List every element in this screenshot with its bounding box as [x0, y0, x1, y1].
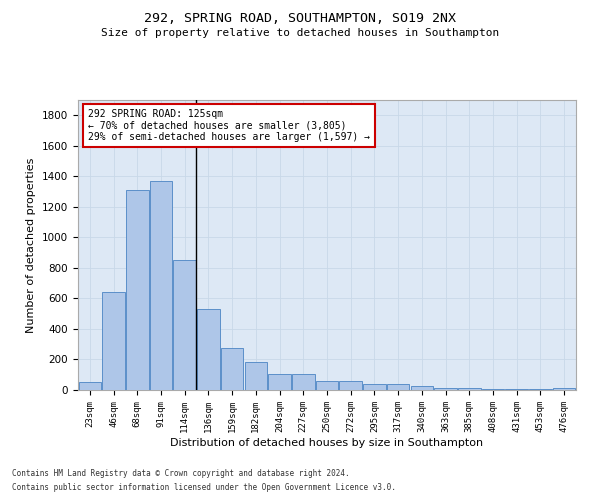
- Bar: [79, 382, 101, 390]
- Bar: [103, 292, 125, 390]
- Bar: [292, 374, 314, 390]
- Bar: [363, 384, 386, 390]
- Bar: [268, 374, 291, 390]
- Bar: [197, 309, 220, 390]
- Bar: [387, 384, 409, 390]
- Text: Contains public sector information licensed under the Open Government Licence v3: Contains public sector information licen…: [12, 484, 396, 492]
- Bar: [221, 348, 244, 390]
- X-axis label: Distribution of detached houses by size in Southampton: Distribution of detached houses by size …: [170, 438, 484, 448]
- Bar: [410, 386, 433, 390]
- Text: Size of property relative to detached houses in Southampton: Size of property relative to detached ho…: [101, 28, 499, 38]
- Bar: [529, 389, 551, 390]
- Text: Contains HM Land Registry data © Crown copyright and database right 2024.: Contains HM Land Registry data © Crown c…: [12, 468, 350, 477]
- Bar: [245, 362, 267, 390]
- Bar: [458, 388, 481, 390]
- Bar: [126, 190, 149, 390]
- Bar: [553, 388, 575, 390]
- Bar: [434, 388, 457, 390]
- Text: 292, SPRING ROAD, SOUTHAMPTON, SO19 2NX: 292, SPRING ROAD, SOUTHAMPTON, SO19 2NX: [144, 12, 456, 26]
- Bar: [340, 381, 362, 390]
- Text: 292 SPRING ROAD: 125sqm
← 70% of detached houses are smaller (3,805)
29% of semi: 292 SPRING ROAD: 125sqm ← 70% of detache…: [88, 108, 370, 142]
- Y-axis label: Number of detached properties: Number of detached properties: [26, 158, 37, 332]
- Bar: [505, 389, 528, 390]
- Bar: [482, 389, 504, 390]
- Bar: [173, 260, 196, 390]
- Bar: [150, 181, 172, 390]
- Bar: [316, 381, 338, 390]
